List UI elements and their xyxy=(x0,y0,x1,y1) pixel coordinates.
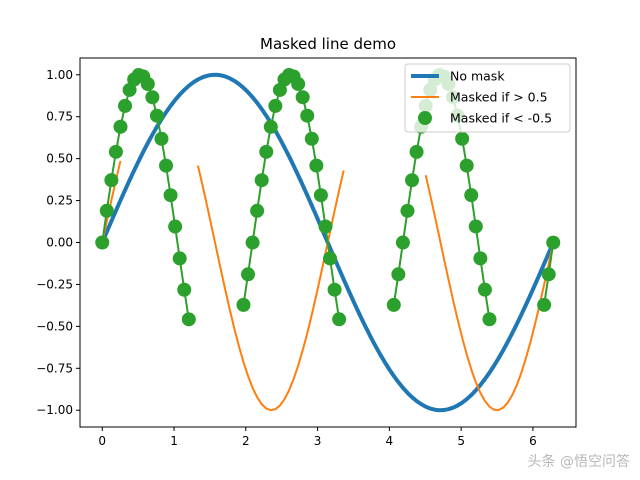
legend-label-2: Masked if < -0.5 xyxy=(450,111,552,126)
series-marker-2 xyxy=(149,108,164,123)
series-marker-2 xyxy=(327,282,342,297)
series-marker-2 xyxy=(291,76,306,91)
series-marker-2 xyxy=(236,297,251,312)
x-tick-label: 5 xyxy=(457,434,465,448)
series-marker-2 xyxy=(140,76,155,91)
series-marker-2 xyxy=(250,203,265,218)
series-marker-2 xyxy=(300,108,315,123)
series-marker-2 xyxy=(304,131,319,146)
series-marker-2 xyxy=(145,90,160,105)
series-marker-2 xyxy=(122,82,137,97)
x-tick-label: 1 xyxy=(170,434,178,448)
series-marker-2 xyxy=(546,235,561,250)
series-marker-2 xyxy=(272,82,287,97)
series-marker-2 xyxy=(245,235,260,250)
series-marker-2 xyxy=(405,173,420,188)
series-marker-2 xyxy=(163,188,178,203)
series-marker-2 xyxy=(409,144,424,159)
ticks-layer: 0 1 2 3 4 5 6 −1.00 −0.75 −0.50 −0.25 0.00 0.25 0.50 0… xyxy=(36,68,537,448)
series-line-1 xyxy=(196,165,345,412)
series-marker-2 xyxy=(241,267,256,282)
x-tick-label: 4 xyxy=(386,434,394,448)
series-marker-2 xyxy=(477,282,492,297)
series-marker-2 xyxy=(118,98,133,113)
series-marker-2 xyxy=(177,282,192,297)
x-tick-label: 0 xyxy=(98,434,106,448)
y-tick-label: −1.00 xyxy=(36,403,73,417)
legend-label-0: No mask xyxy=(450,69,505,84)
series-marker-2 xyxy=(259,144,274,159)
x-tick-label: 6 xyxy=(529,434,537,448)
series-marker-2 xyxy=(313,188,328,203)
series-marker-2 xyxy=(154,131,169,146)
series-marker-2 xyxy=(172,251,187,266)
legend-swatch-2 xyxy=(418,111,432,125)
series-marker-2 xyxy=(168,219,183,234)
y-tick-label: 0.50 xyxy=(46,152,73,166)
x-tick-label: 3 xyxy=(314,434,322,448)
series-marker-2 xyxy=(268,98,283,113)
y-tick-label: 0.75 xyxy=(46,110,73,124)
y-tick-label: −0.50 xyxy=(36,319,73,333)
series-marker-2 xyxy=(99,203,114,218)
watermark-text: 头条 @悟空问答 xyxy=(528,453,630,470)
series-marker-2 xyxy=(318,219,333,234)
series-marker-2 xyxy=(104,173,119,188)
series-marker-2 xyxy=(254,173,269,188)
series-marker-2 xyxy=(537,297,552,312)
series-marker-2 xyxy=(386,297,401,312)
series-marker-2 xyxy=(113,119,128,134)
series-marker-2 xyxy=(473,251,488,266)
series-marker-2 xyxy=(464,188,479,203)
series-marker-2 xyxy=(459,158,474,173)
series-marker-2 xyxy=(482,312,497,327)
series-marker-2 xyxy=(159,158,174,173)
y-tick-label: 1.00 xyxy=(46,68,73,82)
series-marker-2 xyxy=(295,90,310,105)
series-marker-2 xyxy=(332,312,347,327)
series-marker-2 xyxy=(309,158,324,173)
series-marker-2 xyxy=(181,312,196,327)
y-tick-label: −0.25 xyxy=(36,277,73,291)
series-line-1 xyxy=(424,174,555,412)
legend-label-1: Masked if > 0.5 xyxy=(450,90,548,105)
series-layer xyxy=(95,67,561,413)
y-tick-label: −0.75 xyxy=(36,361,73,375)
series-marker-2 xyxy=(541,267,556,282)
chart-title: Masked line demo xyxy=(260,35,396,53)
x-tick-label: 2 xyxy=(242,434,250,448)
legend: No mask Masked if > 0.5 Masked if < -0.5 xyxy=(404,63,571,133)
y-tick-label: 0.00 xyxy=(46,236,73,250)
y-tick-label: 0.25 xyxy=(46,194,73,208)
series-marker-2 xyxy=(400,203,415,218)
series-marker-2 xyxy=(391,267,406,282)
series-marker-2 xyxy=(395,235,410,250)
series-marker-2 xyxy=(468,219,483,234)
series-marker-2 xyxy=(263,119,278,134)
legend-box xyxy=(404,63,571,133)
series-marker-2 xyxy=(95,235,110,250)
series-marker-2 xyxy=(455,131,470,146)
series-marker-2 xyxy=(323,251,338,266)
series-marker-2 xyxy=(108,144,123,159)
